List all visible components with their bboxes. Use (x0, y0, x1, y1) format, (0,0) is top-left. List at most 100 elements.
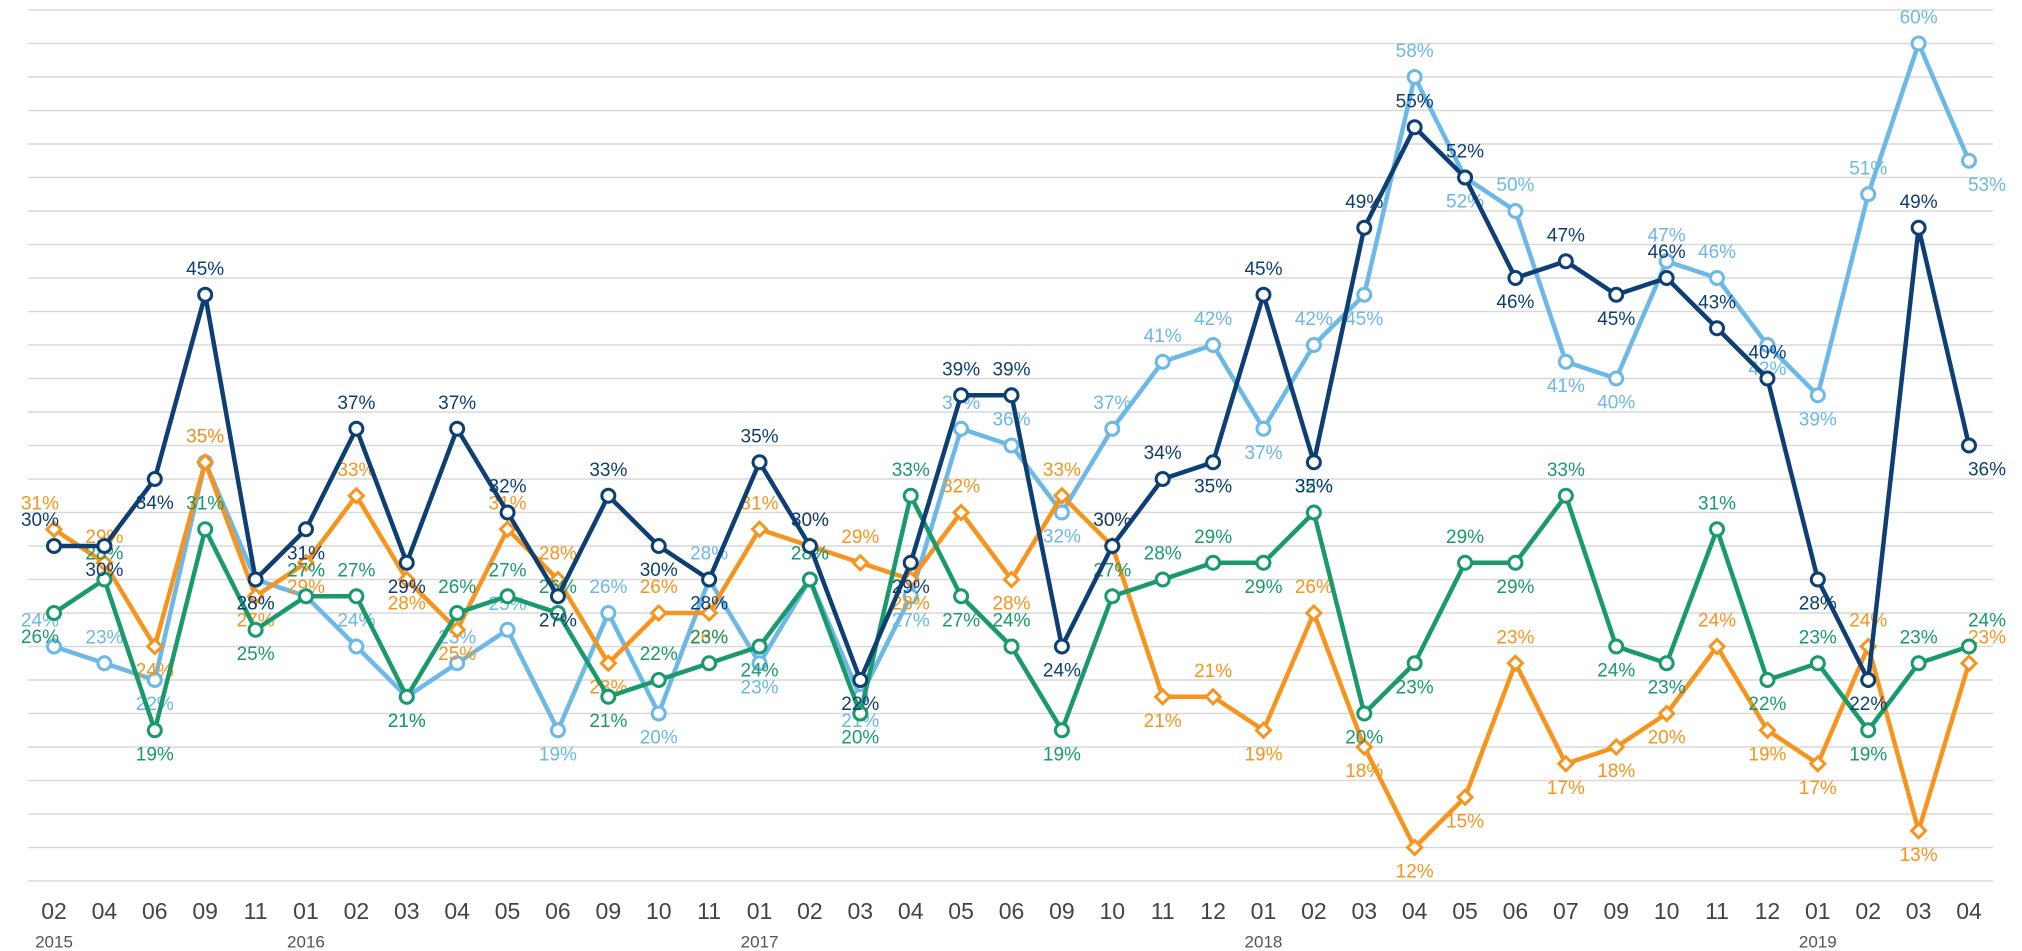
data-label: 42% (1295, 309, 1333, 330)
data-label: 37% (337, 393, 375, 414)
marker (348, 638, 365, 655)
data-label: 25% (237, 644, 275, 665)
marker (701, 571, 718, 588)
data-label: 40% (1748, 343, 1786, 364)
marker (1154, 471, 1171, 487)
marker (1053, 638, 1070, 655)
marker (1657, 704, 1676, 723)
data-label: 33% (589, 460, 627, 481)
marker (449, 605, 466, 621)
marker (701, 655, 718, 672)
data-label: 45% (1345, 309, 1383, 330)
marker (1860, 722, 1877, 739)
data-label: 18% (1597, 761, 1635, 782)
data-label: 23% (690, 627, 728, 648)
marker (348, 588, 365, 605)
data-label: 29% (1496, 577, 1534, 598)
data-label: 29% (841, 527, 879, 548)
data-label: 45% (186, 259, 224, 280)
data-label: 19% (1849, 744, 1887, 765)
data-label: 35% (1194, 476, 1232, 497)
marker (600, 487, 617, 504)
marker (1809, 655, 1826, 672)
data-label: 37% (1093, 393, 1131, 414)
data-label: 36% (992, 410, 1030, 431)
data-label: 49% (1345, 192, 1383, 213)
marker (549, 722, 566, 739)
marker (549, 605, 566, 621)
data-label: 50% (1496, 175, 1534, 196)
data-label: 19% (539, 744, 577, 765)
marker (1003, 387, 1020, 404)
marker (953, 420, 970, 437)
marker (1154, 353, 1171, 370)
marker (1961, 152, 1977, 169)
data-label: 24% (992, 611, 1030, 632)
x-tick-label: 02 (344, 898, 370, 924)
data-label: 31% (1698, 493, 1736, 514)
data-label: 43% (1698, 292, 1736, 313)
x-tick-label: 01 (1805, 898, 1831, 924)
data-label: 30% (1093, 510, 1131, 531)
x-tick-label: 06 (545, 898, 571, 924)
marker (297, 588, 314, 605)
marker (1205, 337, 1222, 353)
data-label: 31% (21, 493, 59, 514)
data-label: 20% (841, 728, 879, 749)
data-label: 28% (892, 594, 930, 615)
marker (1104, 588, 1121, 605)
year-label: 2017 (741, 932, 779, 951)
x-tick-label: 05 (495, 898, 521, 924)
data-label: 30% (791, 510, 829, 531)
marker (1154, 571, 1171, 588)
data-label: 25% (438, 644, 476, 665)
marker (1709, 270, 1726, 286)
marker (1305, 504, 1322, 521)
marker (1457, 169, 1474, 186)
marker (1758, 721, 1777, 740)
data-label: 32% (1043, 527, 1081, 548)
marker (1608, 638, 1625, 655)
marker (499, 621, 516, 638)
marker (44, 520, 64, 539)
marker (247, 571, 264, 588)
data-label: 35% (186, 426, 224, 447)
data-label: 41% (1144, 326, 1182, 347)
data-label: 28% (85, 544, 123, 565)
data-label: 20% (1345, 728, 1383, 749)
data-label: 22% (1748, 694, 1786, 715)
data-label: 23% (1648, 677, 1686, 698)
x-tick-label: 11 (244, 898, 268, 924)
data-label: 39% (992, 359, 1030, 380)
data-label: 24% (1043, 661, 1081, 682)
data-label: 28% (992, 594, 1030, 615)
marker (599, 654, 618, 673)
data-label: 42% (1748, 359, 1786, 380)
data-label: 19% (1043, 744, 1081, 765)
data-label: 24% (136, 661, 174, 682)
data-label: 23% (1496, 627, 1534, 648)
data-label: 21% (388, 711, 426, 732)
marker (852, 672, 869, 688)
x-tick-label: 06 (142, 898, 168, 924)
data-label: 35% (741, 426, 779, 447)
data-label: 37% (438, 393, 476, 414)
data-label: 30% (1093, 510, 1131, 531)
data-label: 26% (640, 577, 678, 598)
marker (1961, 437, 1977, 454)
marker (1557, 353, 1574, 370)
x-tick-label: 02 (41, 898, 67, 924)
data-label: 33% (1547, 460, 1585, 481)
data-label: 27% (337, 560, 375, 581)
marker (96, 538, 113, 554)
data-label: 23% (85, 627, 123, 648)
marker (96, 655, 113, 672)
marker (1658, 270, 1675, 286)
marker (1104, 420, 1121, 437)
marker (1254, 721, 1273, 740)
marker (1205, 454, 1222, 471)
marker (397, 570, 416, 589)
data-label: 19% (136, 744, 174, 765)
data-label: 40% (1597, 393, 1635, 414)
x-tick-label: 05 (948, 898, 974, 924)
